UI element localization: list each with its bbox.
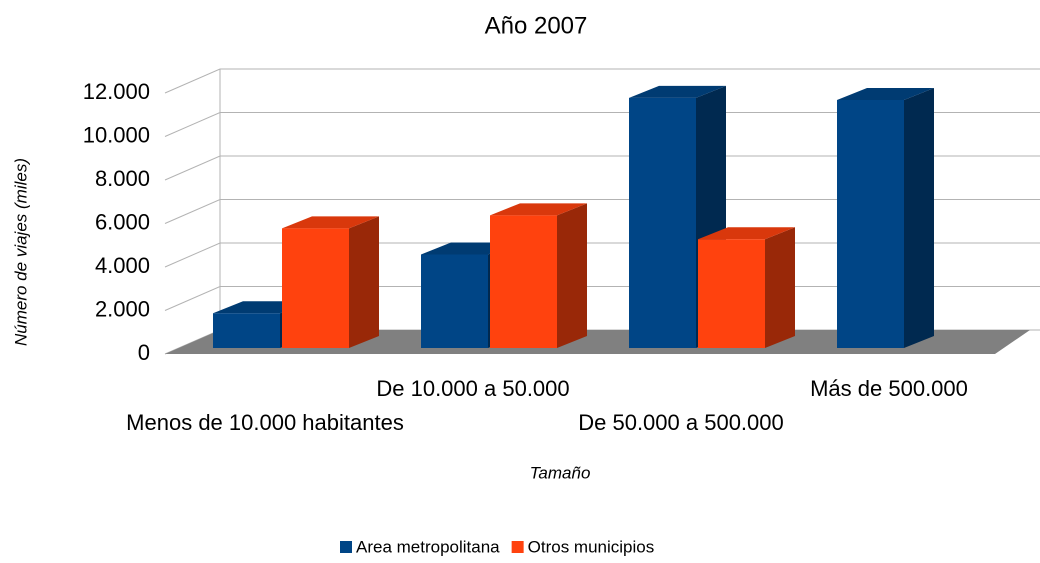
y-tick-label: 0	[138, 340, 150, 365]
bar	[837, 88, 934, 349]
bar-front	[213, 313, 280, 348]
y-axis-title: Número de viajes (miles)	[11, 158, 30, 346]
bar	[698, 227, 795, 348]
bar-front	[629, 97, 696, 348]
floor	[165, 330, 1030, 354]
legend-swatch	[511, 541, 524, 553]
y-tick-label: 10.000	[83, 122, 150, 147]
bar-side	[349, 216, 379, 348]
bar-front	[421, 254, 488, 348]
bar-side	[765, 227, 795, 348]
x-tick-label: Menos de 10.000 habitantes	[126, 410, 404, 435]
grid-line	[164, 155, 1040, 181]
y-tick-label: 8.000	[95, 166, 150, 191]
grid-line	[164, 199, 1040, 224]
bar-front	[490, 215, 557, 348]
legend-label: Area metropolitana	[356, 537, 500, 556]
bar-side	[904, 88, 934, 349]
bar-top	[282, 216, 379, 229]
bar-top	[629, 85, 726, 98]
x-tick-label: Más de 500.000	[810, 376, 968, 401]
y-tick-label: 12.000	[83, 79, 150, 104]
legend-swatch	[340, 541, 352, 553]
bar	[490, 203, 587, 348]
bar-front	[837, 100, 904, 348]
bar-top	[837, 88, 934, 101]
bar-front	[282, 228, 349, 348]
bar-side	[557, 203, 587, 348]
chart-title: Año 2007	[485, 12, 588, 39]
bar-top	[698, 227, 795, 240]
y-tick-label: 2.000	[95, 296, 150, 321]
bar	[282, 216, 379, 348]
grid-line	[164, 112, 1040, 137]
bar-front	[698, 239, 765, 348]
legend-label: Otros municipios	[528, 537, 655, 556]
x-axis-title: Tamaño	[530, 463, 591, 482]
y-tick-label: 6.000	[95, 209, 150, 234]
grid-line	[164, 68, 1040, 94]
x-tick-label: De 50.000 a 500.000	[578, 410, 784, 435]
bar-top	[490, 203, 587, 216]
x-tick-label: De 10.000 a 50.000	[376, 376, 569, 401]
y-tick-label: 4.000	[95, 253, 150, 278]
